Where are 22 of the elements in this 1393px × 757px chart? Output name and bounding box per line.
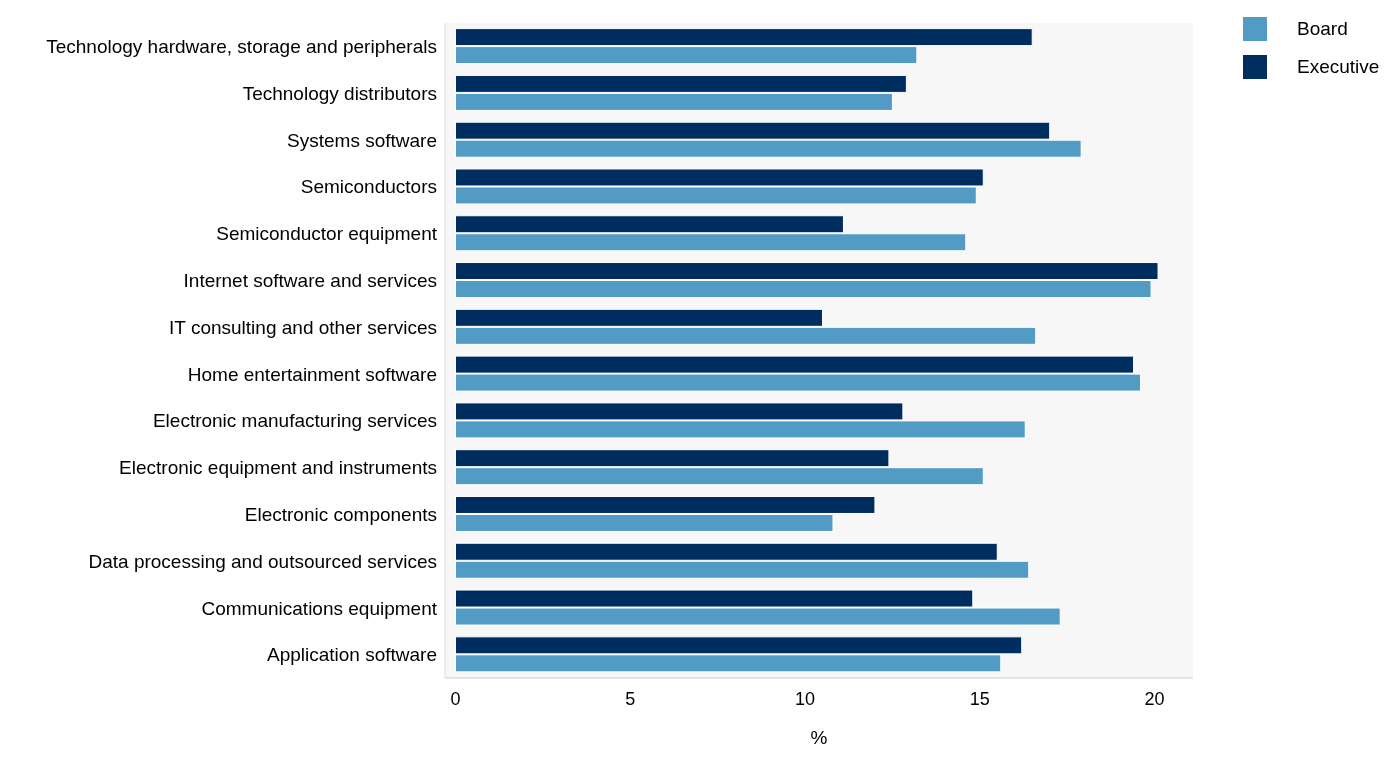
legend-label: Board	[1297, 18, 1348, 40]
y-tick-label: Communications equipment	[201, 597, 438, 619]
y-tick-label: IT consulting and other services	[169, 316, 437, 338]
y-tick-label: Electronic equipment and instruments	[119, 457, 437, 479]
legend-label: Executive	[1297, 56, 1380, 78]
y-tick-label: Data processing and outsourced services	[88, 550, 437, 572]
x-tick-label: 0	[450, 688, 461, 709]
y-tick-label: Electronic components	[244, 503, 437, 525]
y-tick-label: Technology hardware, storage and peripherals	[46, 36, 437, 58]
y-tick-label: Application software	[266, 644, 437, 666]
y-tick-label: Systems software	[287, 129, 437, 151]
x-tick-label: 5	[625, 688, 636, 709]
y-tick-label: Electronic manufacturing services	[152, 410, 437, 432]
x-axis-title: %	[810, 727, 828, 748]
x-tick-label: 10	[795, 688, 816, 709]
x-tick-label: 15	[969, 688, 990, 709]
x-tick-label: 20	[1144, 688, 1165, 709]
y-tick-label: Home entertainment software	[187, 363, 437, 385]
y-tick-label: Technology distributors	[242, 82, 437, 104]
y-tick-label: Semiconductor equipment	[216, 223, 438, 245]
y-tick-label: Semiconductors	[300, 176, 437, 198]
y-tick-label: Internet software and services	[183, 270, 437, 292]
